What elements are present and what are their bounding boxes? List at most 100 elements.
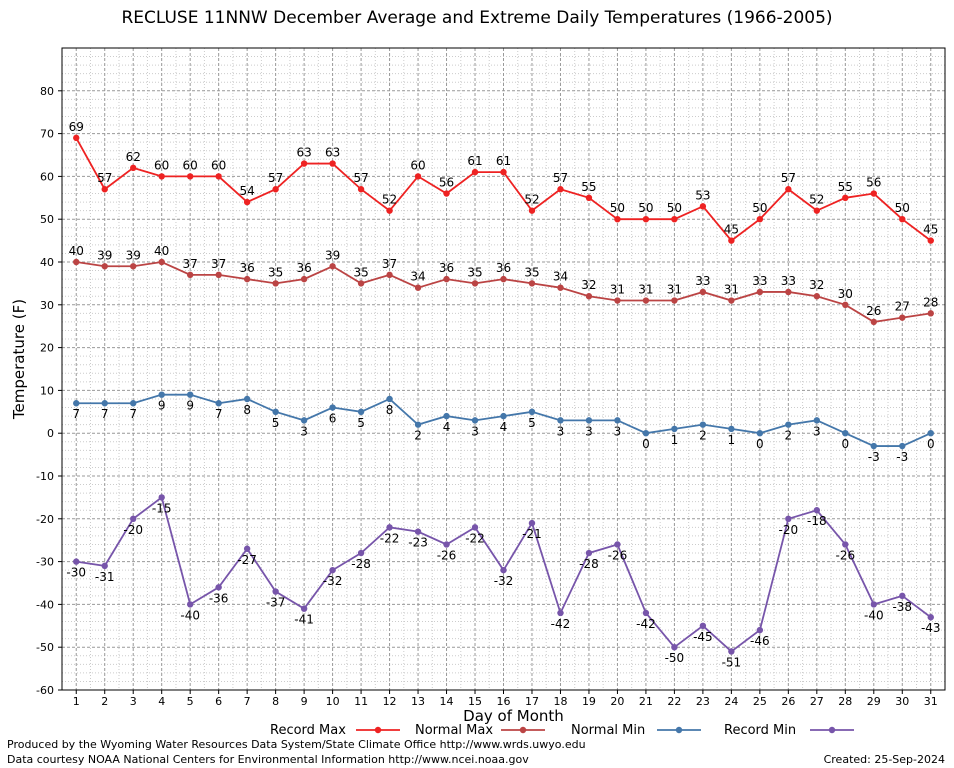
x-tick-label: 7 (244, 695, 251, 708)
x-tick-label: 30 (895, 695, 909, 708)
data-label: 2 (785, 429, 793, 443)
data-label: -31 (95, 570, 115, 584)
data-label: -28 (351, 557, 371, 571)
data-label: 33 (752, 274, 767, 288)
data-label: -21 (522, 527, 542, 541)
data-point (585, 293, 593, 300)
data-label: -32 (494, 574, 514, 588)
data-point (614, 297, 621, 304)
data-point (243, 275, 251, 283)
data-label: 4 (500, 420, 508, 434)
data-point (927, 430, 934, 437)
data-label: 56 (439, 176, 454, 190)
data-label: -46 (750, 634, 770, 648)
data-label: 8 (243, 403, 251, 417)
data-point (500, 275, 507, 283)
data-point (785, 186, 792, 193)
data-point (357, 408, 365, 415)
data-label: 45 (724, 223, 739, 237)
data-label: 55 (838, 180, 853, 194)
data-point (557, 284, 564, 291)
data-point (899, 592, 906, 600)
data-point (101, 562, 108, 570)
data-label: -18 (807, 514, 827, 528)
y-tick-label: -10 (36, 470, 54, 483)
data-label: -3 (896, 450, 908, 464)
data-label: 7 (72, 407, 80, 421)
data-label: 7 (129, 407, 137, 421)
x-tick-label: 24 (724, 695, 738, 708)
data-point (671, 297, 678, 304)
data-label: 2 (699, 429, 707, 443)
data-label: 30 (838, 287, 853, 301)
data-point (186, 601, 194, 608)
data-label: 33 (695, 274, 710, 288)
x-tick-label: 3 (130, 695, 137, 708)
data-label: 53 (695, 188, 710, 202)
legend-label: Normal Min (571, 723, 645, 738)
x-tick-label: 13 (411, 695, 425, 708)
data-label: 3 (471, 424, 479, 438)
y-tick-label: 40 (40, 256, 54, 269)
data-point (785, 515, 792, 522)
data-label: -26 (608, 548, 628, 562)
data-point (186, 173, 194, 180)
x-tick-label: 2 (101, 695, 108, 708)
data-point (813, 293, 821, 300)
y-tick-label: 20 (40, 342, 54, 355)
data-point (728, 237, 735, 244)
data-point (870, 442, 877, 450)
data-point (756, 288, 764, 296)
data-label: 36 (240, 261, 255, 275)
data-point (728, 297, 735, 304)
data-point (785, 288, 792, 296)
data-point (414, 421, 422, 428)
data-point (329, 404, 336, 411)
x-tick-label: 8 (272, 695, 279, 708)
data-label: 37 (382, 257, 397, 271)
data-point (699, 622, 707, 629)
data-label: 32 (809, 278, 824, 292)
data-point (386, 395, 393, 403)
x-tick-label: 11 (354, 695, 368, 708)
data-point (101, 400, 108, 407)
data-label: 31 (724, 283, 739, 297)
data-label: 60 (211, 158, 226, 172)
x-tick-label: 16 (497, 695, 511, 708)
x-tick-label: 28 (838, 695, 852, 708)
data-point (756, 626, 764, 634)
data-point (186, 271, 194, 279)
data-label: 37 (211, 257, 226, 271)
data-point (557, 186, 564, 193)
data-label: 56 (866, 176, 881, 190)
data-label: -41 (294, 613, 314, 627)
y-tick-label: 70 (40, 128, 54, 141)
data-point (158, 173, 165, 180)
data-label: -43 (921, 621, 941, 635)
data-point (386, 207, 393, 214)
data-point (386, 524, 393, 531)
data-point (528, 519, 536, 527)
data-label: 9 (186, 399, 194, 413)
data-label: 50 (667, 201, 682, 215)
data-point (158, 258, 165, 266)
x-tick-label: 12 (383, 695, 397, 708)
y-tick-label: 30 (40, 299, 54, 312)
data-label: 3 (813, 424, 821, 438)
data-point (130, 164, 137, 172)
data-label: 39 (325, 248, 340, 262)
data-label: 57 (97, 171, 112, 185)
data-point (443, 190, 450, 197)
data-point (528, 280, 536, 287)
data-point (414, 528, 422, 535)
data-point (243, 198, 251, 206)
data-label: 60 (183, 158, 198, 172)
x-tick-label: 15 (468, 695, 482, 708)
data-label: 31 (667, 283, 682, 297)
data-label: 57 (553, 171, 568, 185)
data-point (272, 186, 279, 193)
x-tick-label: 25 (753, 695, 767, 708)
data-point (101, 263, 108, 270)
data-label: -22 (380, 531, 400, 545)
data-point (899, 442, 906, 450)
